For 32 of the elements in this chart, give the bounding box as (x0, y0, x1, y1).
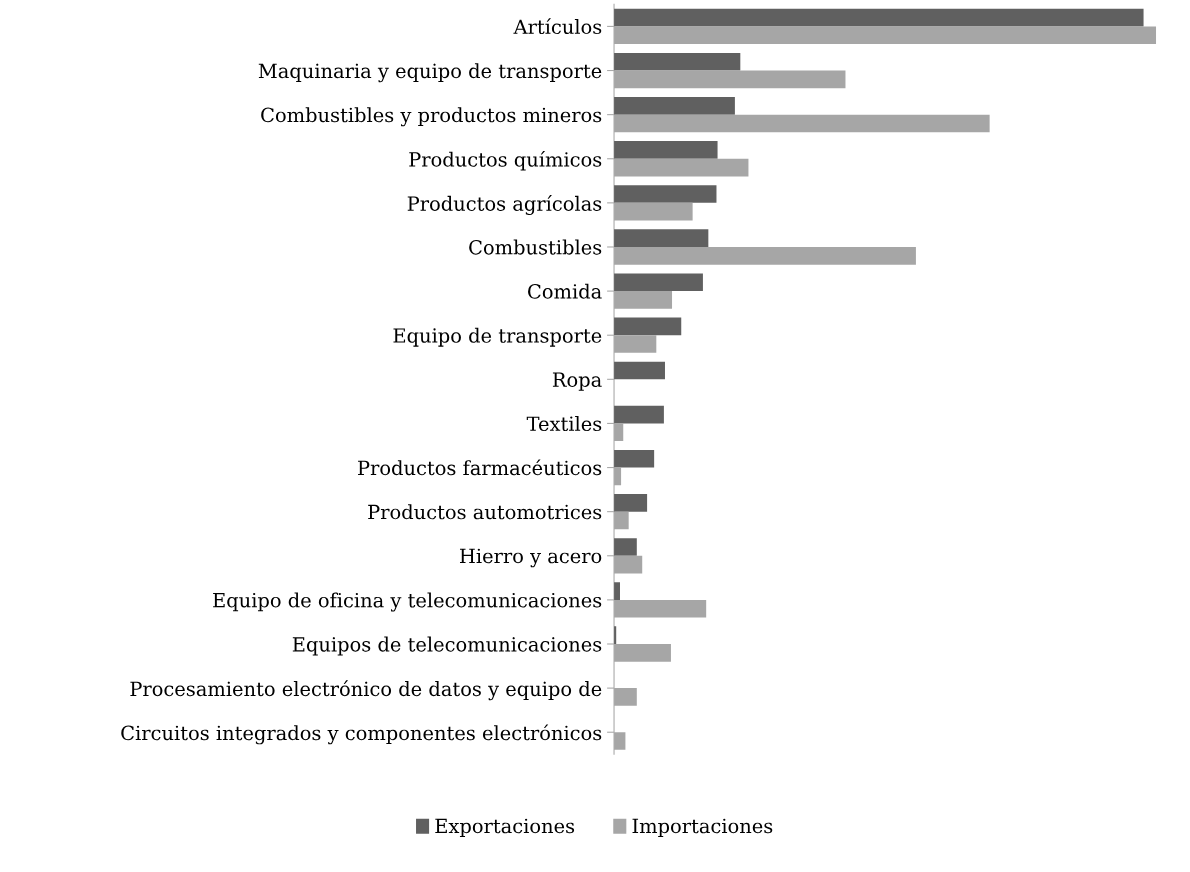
legend-label: Exportaciones (435, 818, 575, 838)
y-tick-label: Hierro y acero (459, 548, 602, 568)
y-tick-label: Circuitos integrados y componentes electrónicos (121, 724, 602, 745)
y-tick-label: Comida (528, 283, 602, 299)
y-tick-label: Equipos de telecomunicaciones (292, 636, 602, 656)
bar (614, 317, 682, 336)
y-tick-label: Productos agrícolas (407, 195, 602, 215)
y-tick-label: Equipo de oficina y telecomunicaciones (213, 592, 602, 612)
bar (614, 361, 665, 380)
y-tick-label: Combustibles (469, 239, 602, 255)
y-tick-label: Artículos (513, 18, 602, 35)
y-tick-label: Productos farmacéuticos (358, 459, 602, 476)
y-tick-label: Maquinaria y equipo de transporte (258, 63, 602, 83)
bar (614, 494, 648, 512)
legend-label: Importaciones (632, 818, 773, 838)
y-tick-label: Equipo de transporte (393, 327, 602, 347)
y-tick-label: Textiles (526, 416, 602, 432)
bar (614, 185, 717, 203)
y-tick-label: Procesamiento electrónico de datos y equipo de (130, 680, 602, 701)
bar (614, 141, 718, 159)
y-tick-label: Productos automotrices (368, 504, 602, 520)
bar (614, 97, 735, 115)
bar (614, 449, 655, 468)
y-tick-label: Ropa (552, 372, 602, 391)
bar (614, 405, 664, 424)
y-tick-label: Productos químicos (409, 150, 602, 171)
y-tick-label: Combustibles y productos mineros (261, 107, 602, 127)
bar (614, 52, 741, 71)
bar (614, 538, 637, 556)
bar (614, 8, 1144, 27)
bar (614, 273, 703, 292)
bar (614, 229, 709, 247)
